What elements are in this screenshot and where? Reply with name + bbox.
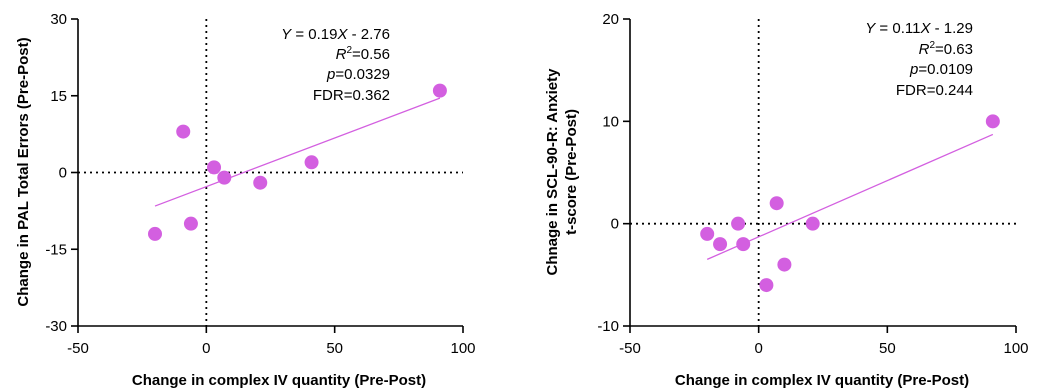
data-point bbox=[731, 216, 746, 231]
y-tick-label: 0 bbox=[59, 165, 67, 182]
regression-line bbox=[154, 97, 441, 207]
regression-equation: Y = 0.19X - 2.76 bbox=[281, 26, 390, 43]
p-value-text: p=0.0329 bbox=[326, 66, 390, 83]
scatter-panel-pal: -50 0 50 100 -30 -15 0 15 30 Y = 0.19X - 2.76 R2… bbox=[15, 11, 476, 389]
y-tick-label: 0 bbox=[611, 216, 619, 233]
y-tick-label: 20 bbox=[602, 11, 619, 28]
p-value-text: p=0.0109 bbox=[909, 61, 973, 78]
x-tick-label: 100 bbox=[1003, 340, 1028, 357]
data-point bbox=[777, 257, 792, 272]
data-point bbox=[700, 226, 715, 241]
x-axis-title: Change in complex IV quantity (Pre-Post) bbox=[675, 372, 969, 389]
y-tick-label: 30 bbox=[50, 11, 67, 28]
scatter-panel-anxiety: -50 0 50 100 -10 0 10 20 Y = 0.11X - 1.29 R2=0.… bbox=[544, 11, 1029, 389]
y-tick-label: -30 bbox=[45, 318, 67, 335]
data-point bbox=[217, 170, 232, 185]
y-tick-label: -10 bbox=[597, 318, 619, 335]
data-point bbox=[713, 237, 728, 252]
fdr-text: FDR=0.244 bbox=[896, 82, 973, 99]
x-tick-label: -50 bbox=[619, 340, 641, 357]
data-point bbox=[769, 196, 784, 211]
data-point bbox=[253, 175, 268, 190]
chart-marks: -50 0 50 100 -30 -15 0 15 30 bbox=[45, 11, 475, 357]
y-axis-title: Change in PAL Total Errors (Pre-Post) bbox=[15, 37, 32, 306]
y-tick-label: -15 bbox=[45, 241, 67, 258]
y-tick-label: 15 bbox=[50, 88, 67, 105]
data-point bbox=[805, 216, 820, 231]
regression-line bbox=[706, 133, 994, 260]
data-point bbox=[736, 237, 751, 252]
x-tick-label: 0 bbox=[202, 340, 210, 357]
fdr-text: FDR=0.362 bbox=[313, 87, 390, 104]
data-point bbox=[207, 160, 222, 175]
annotation-block: Y = 0.19X - 2.76 R2=0.56 p=0.0329 FDR=0.… bbox=[281, 26, 390, 104]
annotation-block: Y = 0.11X - 1.29 R2=0.63 p=0.0109 FDR=0.… bbox=[865, 20, 973, 99]
x-tick-label: 50 bbox=[879, 340, 896, 357]
x-tick-label: 100 bbox=[450, 340, 475, 357]
data-point bbox=[432, 83, 447, 98]
regression-equation: Y = 0.11X - 1.29 bbox=[865, 20, 973, 37]
r-squared-text: R2=0.56 bbox=[336, 45, 390, 63]
data-point bbox=[985, 114, 1000, 129]
x-axis-title: Change in complex IV quantity (Pre-Post) bbox=[132, 372, 426, 389]
data-point bbox=[148, 226, 162, 241]
chart-marks: -50 0 50 100 -10 0 10 20 bbox=[597, 11, 1028, 357]
data-point bbox=[183, 216, 198, 231]
data-point bbox=[759, 278, 774, 293]
x-tick-label: 0 bbox=[754, 340, 762, 357]
x-tick-label: -50 bbox=[67, 340, 89, 357]
data-point bbox=[176, 124, 191, 139]
data-point bbox=[304, 155, 319, 170]
y-axis-title-line-1: Chnage in SCL-90-R: Anxiety bbox=[544, 68, 561, 276]
y-axis-title-line-2: t-score (Pre-Post) bbox=[563, 109, 580, 235]
r-squared-text: R2=0.63 bbox=[919, 40, 973, 58]
y-tick-label: 10 bbox=[602, 113, 619, 130]
x-tick-label: 50 bbox=[326, 340, 343, 357]
